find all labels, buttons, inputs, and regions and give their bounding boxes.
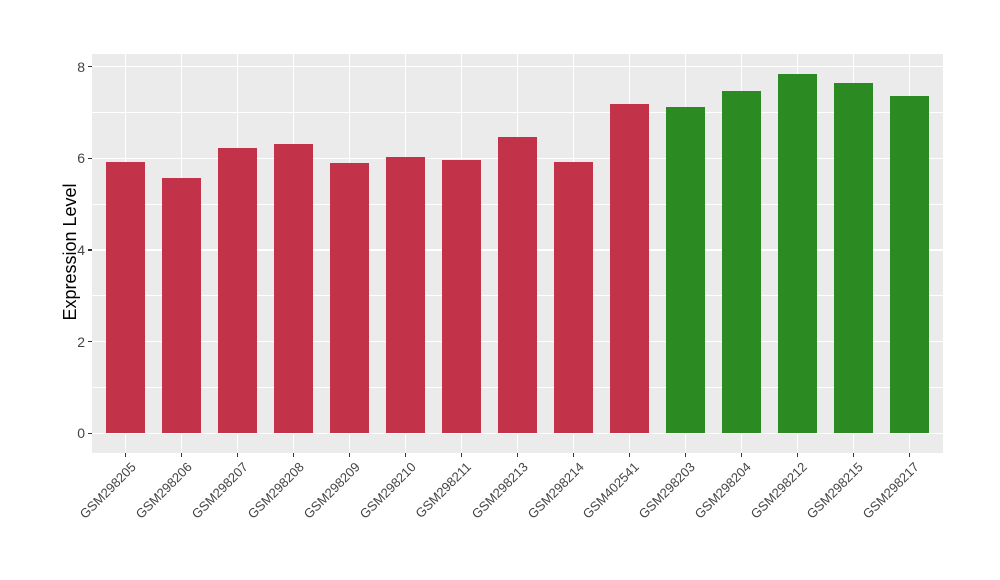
x-tick-mark xyxy=(348,453,351,457)
x-tick-mark xyxy=(796,453,799,457)
x-tick-label-GSM298204: GSM298204 xyxy=(692,459,755,522)
bar-GSM298214 xyxy=(553,161,593,434)
bar-GSM298208 xyxy=(274,143,314,434)
x-tick-mark xyxy=(180,453,183,457)
y-tick-label: 0 xyxy=(77,425,85,442)
bar-GSM298207 xyxy=(218,148,258,434)
y-tick-label: 8 xyxy=(77,58,85,75)
x-tick-label-GSM298207: GSM298207 xyxy=(188,459,251,522)
x-tick-mark xyxy=(852,453,855,457)
bar-GSM298205 xyxy=(106,162,146,434)
bar-GSM298211 xyxy=(442,159,481,434)
x-tick-label-GSM298214: GSM298214 xyxy=(524,459,587,522)
x-tick-label-GSM298209: GSM298209 xyxy=(300,459,363,522)
x-tick-mark xyxy=(740,453,743,457)
plot-panel xyxy=(92,54,943,453)
x-tick-label-GSM298212: GSM298212 xyxy=(748,459,811,522)
bar-GSM298206 xyxy=(162,177,202,434)
y-tick-mark xyxy=(88,340,92,343)
y-tick-mark xyxy=(88,249,92,251)
y-tick-label: 6 xyxy=(77,150,85,167)
x-tick-mark xyxy=(572,453,575,457)
bar-GSM298210 xyxy=(386,157,426,434)
x-tick-label-GSM402541: GSM402541 xyxy=(580,459,643,522)
x-tick-mark xyxy=(516,453,519,457)
x-tick-label-GSM298211: GSM298211 xyxy=(412,459,475,521)
bar-GSM402541 xyxy=(609,103,649,434)
x-tick-label-GSM298205: GSM298205 xyxy=(76,459,139,522)
x-tick-label-GSM298215: GSM298215 xyxy=(804,459,867,522)
y-tick-mark xyxy=(88,157,92,160)
x-tick-mark xyxy=(236,453,239,457)
x-tick-label-GSM298206: GSM298206 xyxy=(132,459,195,522)
bar-GSM298209 xyxy=(330,162,370,434)
bar-GSM298212 xyxy=(777,73,817,434)
y-tick-label: 2 xyxy=(77,333,85,350)
bar-GSM298217 xyxy=(889,95,929,434)
x-tick-mark xyxy=(684,453,687,457)
y-tick-mark xyxy=(88,432,92,435)
x-tick-mark xyxy=(292,453,295,457)
x-tick-mark xyxy=(460,453,463,457)
bar-GSM298215 xyxy=(833,83,873,434)
bar-GSM298204 xyxy=(721,90,761,434)
x-tick-label-GSM298217: GSM298217 xyxy=(860,459,923,522)
bar-GSM298203 xyxy=(665,106,705,434)
y-tick-label: 4 xyxy=(77,241,85,258)
x-tick-label-GSM298213: GSM298213 xyxy=(468,459,531,522)
x-tick-label-GSM298203: GSM298203 xyxy=(636,459,699,522)
bar-GSM298213 xyxy=(498,136,537,434)
x-tick-mark xyxy=(908,453,911,457)
x-tick-label-GSM298210: GSM298210 xyxy=(356,459,419,522)
x-tick-label-GSM298208: GSM298208 xyxy=(244,459,307,522)
y-tick-mark xyxy=(88,65,92,68)
x-tick-mark xyxy=(628,453,631,457)
x-tick-mark xyxy=(124,453,127,457)
x-tick-mark xyxy=(404,453,407,457)
